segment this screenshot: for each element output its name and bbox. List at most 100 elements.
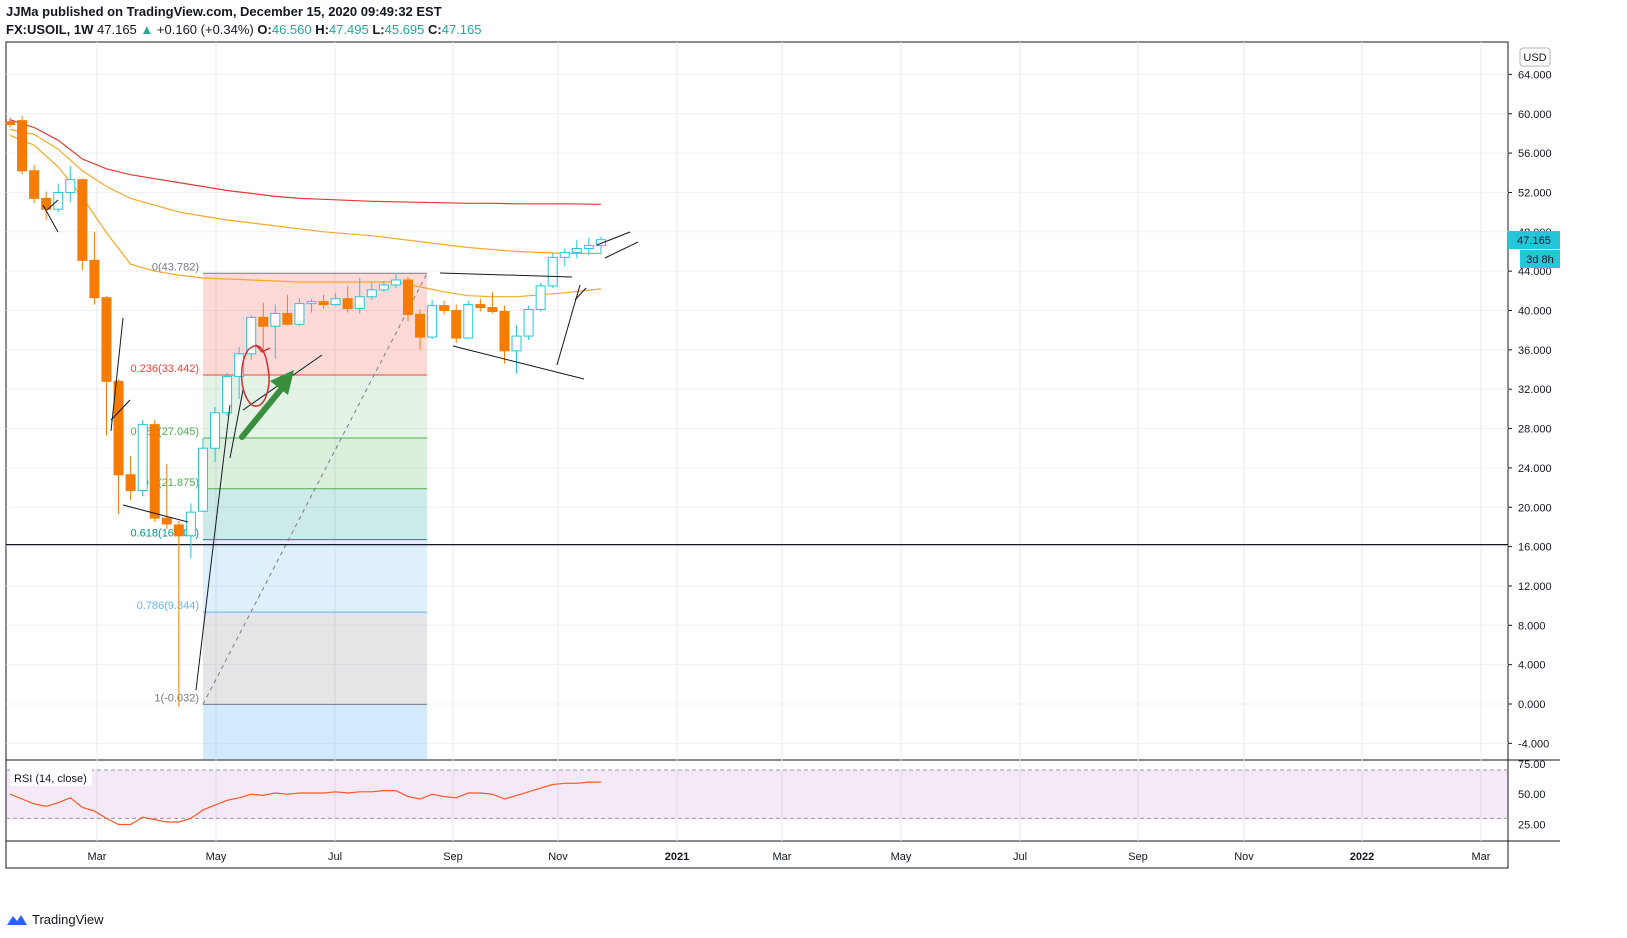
candle <box>583 237 594 256</box>
price-tick-label: 36.000 <box>1518 345 1552 357</box>
candle-body <box>511 335 522 352</box>
candle-body <box>53 191 64 210</box>
trend-line <box>110 399 131 421</box>
open-value: 46.560 <box>271 22 312 37</box>
footer-brand[interactable]: TradingView <box>6 912 104 927</box>
rsi-pane: RSI (14, close) 75.00 50.00 25.00 <box>6 759 1546 831</box>
candle <box>390 274 401 288</box>
last-price: 47.165 <box>97 22 137 37</box>
candle-body <box>415 313 426 338</box>
time-tick-label: May <box>891 851 912 863</box>
candle-body <box>125 474 136 492</box>
candle-body <box>547 256 558 287</box>
candle-body <box>342 298 353 310</box>
candle-body <box>270 312 281 327</box>
candle-body <box>197 447 208 512</box>
candle <box>439 300 450 315</box>
countdown-label: 3d 8h <box>1526 254 1554 266</box>
candle <box>149 419 160 523</box>
candle <box>5 117 15 128</box>
price-tick-label: 40.000 <box>1518 306 1552 318</box>
candle-body <box>41 197 52 210</box>
highlight-circle <box>240 345 270 407</box>
change-arrow-icon: ▲ <box>140 22 154 37</box>
candle <box>17 115 28 175</box>
close-value: 47.165 <box>441 22 482 37</box>
trend-line <box>556 284 581 366</box>
candle-body <box>487 307 498 312</box>
candle <box>258 302 269 352</box>
candle-body <box>89 259 100 299</box>
change-value: +0.160 (+0.34%) <box>156 22 254 37</box>
candle <box>173 521 184 707</box>
candle <box>402 277 413 322</box>
candles <box>5 115 606 707</box>
symbol-label[interactable]: FX:USOIL, 1W <box>6 22 94 37</box>
candle-body <box>354 296 365 310</box>
trend-line <box>439 272 573 278</box>
candle-body <box>246 316 257 355</box>
time-tick-label: Mar <box>1472 851 1491 863</box>
candle <box>487 291 498 314</box>
fib-extension-zone <box>203 704 427 760</box>
candle <box>463 300 474 340</box>
price-tick-label: -4.000 <box>1518 738 1549 750</box>
candle-body <box>366 289 377 298</box>
candle-body <box>65 179 76 193</box>
candle <box>246 315 257 360</box>
fib-zone <box>203 437 427 489</box>
trend-line <box>122 504 189 523</box>
rsi-line <box>9 781 601 826</box>
trend-line <box>42 204 59 233</box>
fib-zone <box>203 488 427 540</box>
candle <box>282 294 293 326</box>
candle-body <box>499 310 510 352</box>
price-tick-label: 12.000 <box>1518 581 1552 593</box>
highlight-mark <box>255 344 271 353</box>
candle-body <box>451 310 462 339</box>
candle-body <box>173 524 184 537</box>
ma-orange-long-line <box>9 128 601 254</box>
candle <box>427 299 438 340</box>
candle <box>65 165 76 203</box>
fib-zone <box>203 375 427 438</box>
price-tick-label: 24.000 <box>1518 463 1552 475</box>
trend-line <box>574 287 587 301</box>
publisher-text: JJMa published on TradingView.com, Decem… <box>6 4 442 19</box>
low-value: 45.695 <box>384 22 425 37</box>
candle-body <box>234 353 245 377</box>
candle <box>318 294 329 309</box>
candle-body <box>439 305 450 311</box>
candle-body <box>29 170 40 199</box>
candle <box>125 456 136 501</box>
fib-level-label: 0.236(33.442) <box>131 363 200 375</box>
candle <box>222 372 233 416</box>
price-axis: 64.00060.00056.00052.00048.00044.00040.0… <box>1508 47 1560 750</box>
candle <box>234 346 245 400</box>
candle-body <box>137 424 148 492</box>
candle <box>354 278 365 314</box>
candle <box>185 503 196 559</box>
candle-body <box>282 312 293 325</box>
fib-zone <box>203 539 427 613</box>
candle-body <box>113 380 124 476</box>
time-tick-label: 2021 <box>665 851 689 863</box>
candle <box>306 298 317 313</box>
price-tick-label: 44.000 <box>1518 266 1552 278</box>
trend-line <box>452 345 585 380</box>
footer-brand-label: TradingView <box>32 912 104 927</box>
candle <box>29 164 40 204</box>
candle-body <box>475 304 486 309</box>
candle <box>559 248 570 267</box>
trend-line <box>604 241 639 259</box>
candle <box>535 282 546 312</box>
fibonacci-retracement: 0(43.782)0.236(33.442)0.382(27.045)0.5(2… <box>131 261 428 760</box>
rsi-legend: RSI (14, close) <box>14 773 87 785</box>
candle-body <box>210 412 221 449</box>
countdown-badge <box>1520 250 1560 269</box>
candle <box>595 236 606 255</box>
rsi-tick-label: 50.00 <box>1518 789 1546 801</box>
candle-body <box>402 279 413 315</box>
candle <box>366 282 377 300</box>
